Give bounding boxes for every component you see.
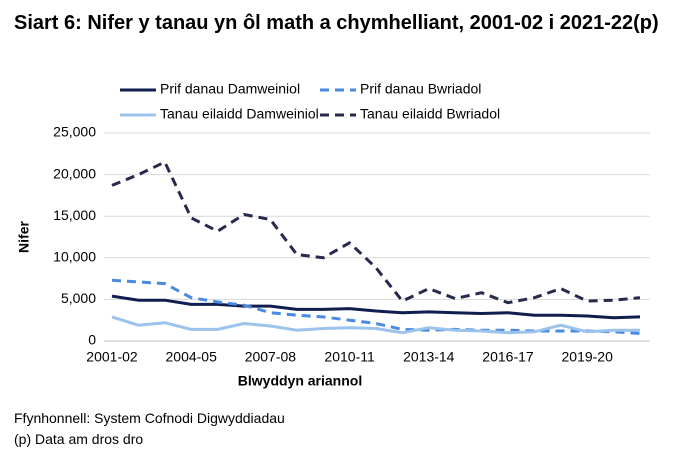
x-axis-label: Blwyddyn ariannol	[238, 373, 362, 389]
series-line	[111, 315, 640, 335]
chart-title: Siart 6: Nifer y tanau yn ôl math a chym…	[14, 12, 659, 34]
x-tick-label: 2004-05	[166, 349, 218, 365]
x-tick-label: 2001-02	[86, 349, 138, 365]
series-line	[111, 160, 641, 305]
legend-label: Tanau eilaidd Damweiniol	[160, 106, 319, 122]
chart: Blwyddyn ariannol Nifer 0 5,000 10,000 15,0…	[16, 81, 650, 389]
note: (p) Data am dros dro	[14, 431, 144, 447]
legend-label: Prif danau Damweiniol	[160, 81, 300, 97]
x-tick-label: 2019-20	[562, 349, 614, 365]
source: Ffynhonnell: System Cofnodi Digwyddiadau	[14, 410, 285, 426]
x-tick-label: 2007-08	[245, 349, 297, 365]
legend-label: Tanau eilaidd Bwriadol	[360, 106, 500, 122]
y-tick-label: 10,000	[53, 249, 96, 265]
x-tick-label: 2010-11	[324, 349, 375, 365]
x-tick-label: 2013-14	[403, 349, 455, 365]
y-tick-label: 25,000	[53, 124, 96, 140]
legend-label: Prif danau Bwriadol	[360, 81, 481, 97]
y-tick-label: 0	[88, 332, 96, 348]
x-tick-label: 2016-17	[482, 349, 534, 365]
y-tick-label: 20,000	[53, 165, 96, 181]
y-tick-label: 5,000	[61, 290, 96, 306]
y-tick-label: 15,000	[53, 207, 96, 223]
series-line	[111, 294, 641, 320]
y-axis-label: Nifer	[16, 221, 32, 253]
series-line	[111, 278, 641, 335]
